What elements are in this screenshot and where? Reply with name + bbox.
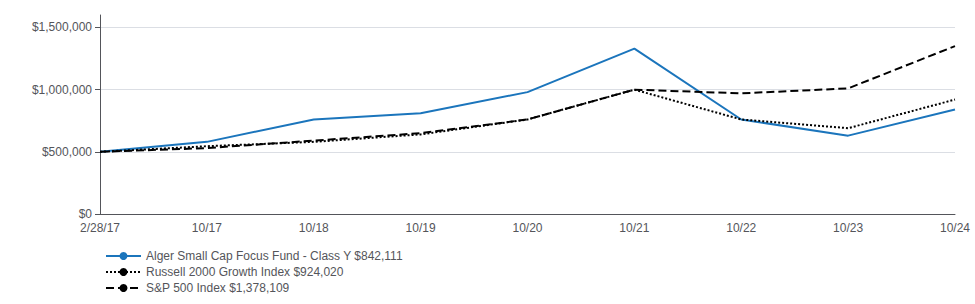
svg-text:10/21: 10/21 xyxy=(619,221,649,235)
svg-text:10/22: 10/22 xyxy=(726,221,756,235)
svg-text:10/24: 10/24 xyxy=(940,221,970,235)
svg-text:10/19: 10/19 xyxy=(406,221,436,235)
svg-text:2/28/17: 2/28/17 xyxy=(80,221,120,235)
svg-text:10/23: 10/23 xyxy=(833,221,863,235)
svg-text:10/18: 10/18 xyxy=(299,221,329,235)
svg-text:$0: $0 xyxy=(79,207,93,221)
svg-text:S&P 500 Index $1,378,109: S&P 500 Index $1,378,109 xyxy=(146,281,290,295)
svg-text:Russell 2000 Growth Index $924: Russell 2000 Growth Index $924,020 xyxy=(146,265,344,279)
svg-text:$1,000,000: $1,000,000 xyxy=(32,83,92,97)
svg-text:$1,500,000: $1,500,000 xyxy=(32,20,92,34)
svg-text:$500,000: $500,000 xyxy=(42,145,92,159)
svg-text:10/17: 10/17 xyxy=(192,221,222,235)
svg-text:10/20: 10/20 xyxy=(512,221,542,235)
svg-text:Alger Small Cap Focus Fund - C: Alger Small Cap Focus Fund - Class Y $84… xyxy=(146,249,403,263)
